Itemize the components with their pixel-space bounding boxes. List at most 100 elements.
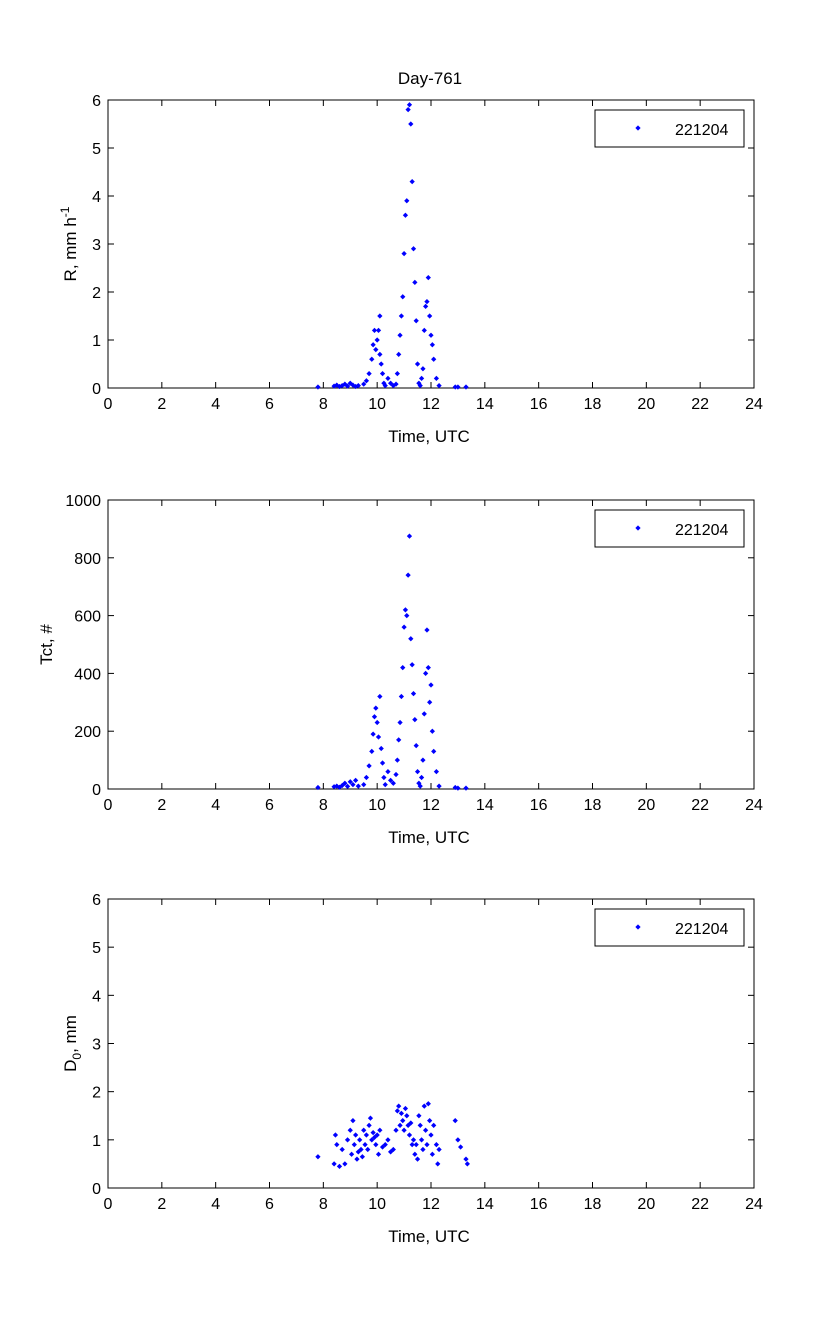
data-point (404, 198, 410, 204)
data-point (374, 1132, 380, 1138)
data-point (429, 1151, 435, 1157)
data-point (436, 783, 442, 789)
data-point (385, 375, 391, 382)
x-tick-label: 22 (691, 1196, 709, 1213)
data-point (355, 783, 361, 789)
data-point (412, 717, 418, 723)
data-point (379, 370, 386, 377)
x-tick-label: 18 (584, 396, 602, 413)
y-tick-label: 6 (92, 93, 101, 110)
data-point (353, 777, 359, 783)
y-tick-label: 3 (92, 237, 101, 254)
y-tick-label: 6 (92, 892, 101, 909)
x-tick-label: 0 (104, 797, 113, 814)
data-point (401, 1127, 407, 1133)
data-point (408, 1120, 414, 1126)
data-point (455, 1137, 461, 1143)
data-point (418, 1137, 425, 1143)
x-tick-label: 22 (691, 396, 709, 413)
data-point (410, 1137, 417, 1143)
data-point (413, 1142, 419, 1148)
data-point (425, 664, 431, 671)
data-point (365, 1146, 371, 1153)
legend-box (594, 109, 745, 148)
data-point (366, 1122, 372, 1129)
data-point (378, 745, 384, 752)
data-point (414, 769, 421, 775)
data-point (369, 1137, 375, 1143)
data-point (410, 691, 417, 697)
data-point (402, 1105, 409, 1112)
x-tick-label: 18 (584, 797, 602, 814)
y-tick-label: 1000 (65, 493, 101, 510)
data-point (390, 1146, 396, 1153)
data-point (401, 624, 407, 630)
x-tick-label: 4 (211, 396, 220, 413)
legend-marker (635, 525, 641, 531)
data-point (404, 612, 410, 619)
legend-box (594, 509, 745, 548)
data-point (363, 378, 370, 384)
y-tick-label: 5 (92, 141, 101, 158)
data-point (366, 763, 372, 769)
data-point (422, 303, 429, 310)
data-point (405, 1122, 411, 1129)
data-point (400, 294, 406, 300)
x-tick-label: 8 (319, 1196, 328, 1213)
data-point (342, 1161, 348, 1167)
series-points (315, 533, 469, 791)
data-point (354, 1156, 360, 1162)
x-tick-label: 12 (422, 1196, 440, 1213)
data-point (463, 785, 469, 791)
data-point (382, 782, 388, 788)
data-point (394, 757, 400, 763)
y-tick-label: 0 (92, 1181, 101, 1198)
data-point (418, 375, 425, 382)
y-tick-label: 200 (74, 724, 101, 741)
data-point (429, 342, 435, 348)
data-point (347, 1127, 353, 1133)
data-point (375, 1151, 382, 1157)
data-point (379, 1144, 386, 1150)
y-tick-label: 0 (92, 381, 101, 398)
y-tick-label: 1 (92, 333, 101, 350)
data-point (379, 760, 386, 766)
data-point (417, 783, 423, 789)
data-point (344, 383, 351, 389)
data-point (422, 670, 429, 677)
data-point (427, 1117, 433, 1124)
data-point (377, 313, 383, 319)
y-tick-label: 5 (92, 940, 101, 957)
data-point (463, 384, 469, 390)
x-tick-label: 16 (530, 1196, 548, 1213)
legend: 221204 (594, 509, 745, 548)
data-point (420, 1146, 426, 1153)
x-tick-label: 22 (691, 797, 709, 814)
data-point (334, 1142, 340, 1148)
x-tick-label: 20 (637, 797, 655, 814)
x-tick-label: 2 (157, 1196, 166, 1213)
x-tick-label: 16 (530, 396, 548, 413)
data-point (331, 1161, 337, 1167)
data-point (431, 1122, 437, 1129)
data-point (396, 1103, 402, 1109)
data-point (417, 382, 423, 389)
data-point (398, 1110, 405, 1116)
data-point (394, 1108, 400, 1114)
data-point (420, 757, 426, 763)
data-point (378, 361, 384, 367)
legend-label: 221204 (675, 122, 728, 139)
data-point (418, 774, 425, 781)
data-point (367, 1115, 374, 1121)
data-point (315, 784, 321, 791)
data-point (371, 1134, 378, 1141)
y-tick-label: 4 (92, 189, 101, 206)
data-point (373, 346, 379, 353)
data-point (363, 774, 370, 781)
data-point (401, 250, 407, 257)
data-point (348, 1151, 355, 1157)
x-tick-label: 4 (211, 797, 220, 814)
